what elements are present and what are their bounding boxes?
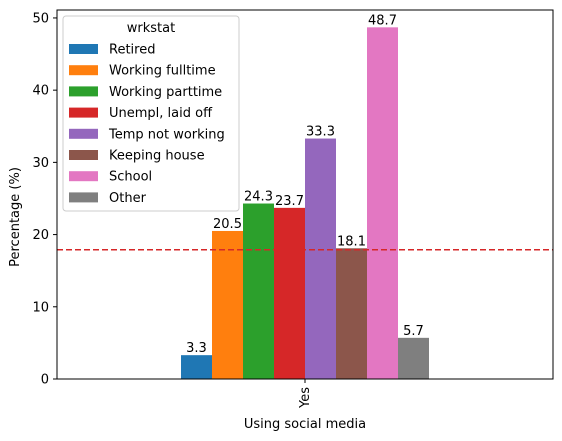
bar-value-label: 18.1 bbox=[337, 234, 366, 249]
legend-frame bbox=[62, 15, 240, 212]
legend-label: Unempl, laid off bbox=[109, 106, 213, 121]
bar-school bbox=[367, 27, 398, 380]
bar-unempl-laid-off bbox=[274, 207, 305, 379]
legend-swatch bbox=[69, 128, 98, 139]
legend-entries: Retired Working fulltime Working parttime U… bbox=[69, 43, 225, 206]
legend-label: Keeping house bbox=[109, 149, 205, 164]
bar-value-label: 23.7 bbox=[275, 194, 304, 209]
bar-other bbox=[398, 337, 429, 379]
bar-retired bbox=[181, 355, 212, 379]
bar-value-label: 33.3 bbox=[306, 125, 335, 140]
bar-working-parttime bbox=[243, 203, 274, 379]
legend-swatch bbox=[69, 107, 98, 118]
y-tick-label: 20 bbox=[32, 228, 49, 243]
bar-labels-group: 3.3 20.524.3 23.7 33.3 18.1 48.7 5.7 bbox=[186, 13, 424, 356]
legend-swatch bbox=[69, 44, 98, 54]
y-axis-label: Percentage (%) bbox=[8, 167, 23, 267]
bar-keeping-house bbox=[336, 248, 367, 379]
y-axis-ticks: 0 10 20 30 40 50 bbox=[32, 11, 57, 388]
y-tick-label: 50 bbox=[32, 11, 49, 26]
bar-value-label: 24.3 bbox=[244, 190, 273, 205]
bar-value-label: 3.3 bbox=[186, 341, 207, 356]
legend-label: Working parttime bbox=[109, 85, 222, 100]
bar-value-label: 48.7 bbox=[368, 13, 397, 28]
x-tick-label: Yes bbox=[298, 387, 313, 409]
legend-swatch bbox=[69, 150, 98, 160]
legend-swatch bbox=[69, 192, 98, 203]
legend-label: Retired bbox=[109, 43, 155, 58]
bar-temp-not-working bbox=[305, 138, 336, 379]
y-tick-label: 30 bbox=[32, 156, 49, 171]
y-tick-label: 10 bbox=[32, 300, 49, 315]
legend-swatch bbox=[69, 171, 98, 182]
y-tick-label: 40 bbox=[32, 84, 49, 99]
x-axis-ticks: Yes bbox=[298, 379, 313, 409]
bar-value-label: 5.7 bbox=[403, 324, 424, 339]
legend-label: Working fulltime bbox=[109, 64, 216, 79]
x-axis-label: Using social media bbox=[244, 417, 366, 432]
legend-title: wrkstat bbox=[127, 21, 175, 36]
legend: wrkstat Retired Working fulltime Working p… bbox=[62, 15, 240, 212]
legend-swatch bbox=[69, 65, 98, 76]
bars-group bbox=[181, 27, 429, 380]
bar-working-fulltime bbox=[212, 230, 243, 379]
legend-label: Temp not working bbox=[108, 127, 225, 142]
bar-value-label: 20.5 bbox=[213, 217, 242, 232]
y-tick-label: 0 bbox=[41, 373, 49, 388]
legend-swatch bbox=[69, 86, 98, 97]
legend-label: Other bbox=[109, 191, 147, 206]
legend-label: School bbox=[109, 170, 152, 185]
